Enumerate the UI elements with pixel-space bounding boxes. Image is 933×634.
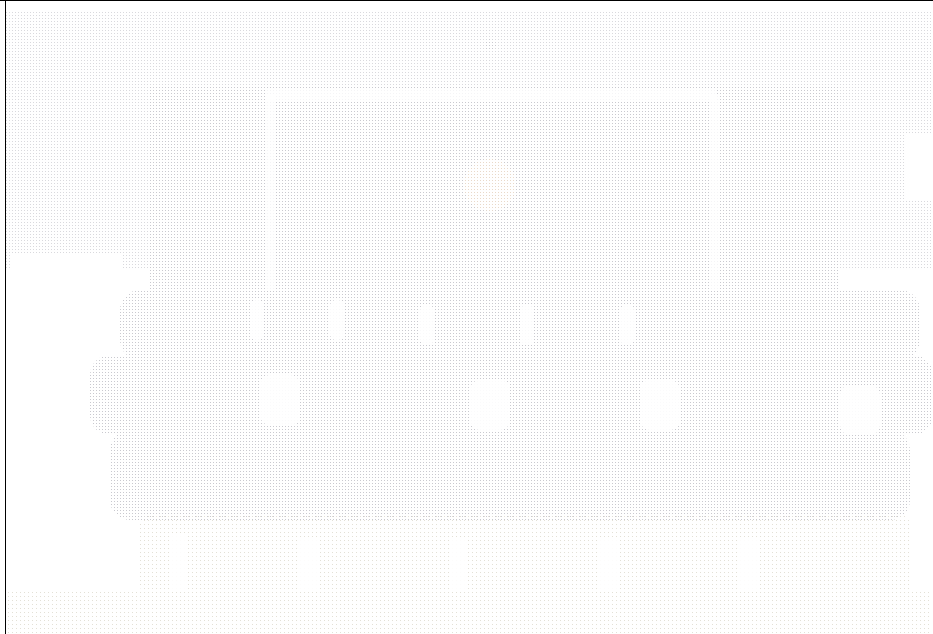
figure bbox=[840, 385, 880, 435]
figure bbox=[600, 540, 618, 595]
figure bbox=[620, 305, 634, 345]
crowd bbox=[90, 290, 933, 595]
figure bbox=[740, 540, 758, 595]
figure bbox=[250, 300, 264, 340]
page: (() => { const data = JSON.parse(documen… bbox=[0, 0, 933, 634]
figure bbox=[450, 540, 468, 595]
figure bbox=[520, 305, 534, 345]
floor bbox=[6, 590, 931, 634]
crowd-row bbox=[90, 355, 933, 435]
figure bbox=[640, 380, 680, 430]
figure bbox=[330, 300, 344, 340]
figure bbox=[170, 535, 188, 595]
side-panel bbox=[905, 135, 933, 200]
faded-photo bbox=[0, 0, 933, 634]
crowd-row bbox=[110, 430, 910, 520]
figure bbox=[300, 540, 318, 595]
ceiling-light bbox=[484, 39, 496, 51]
figure bbox=[420, 305, 434, 345]
figure bbox=[470, 380, 510, 430]
backdrop-frame bbox=[265, 90, 715, 100]
emblem bbox=[464, 159, 516, 211]
figure bbox=[260, 375, 300, 425]
crowd-row bbox=[140, 515, 910, 595]
